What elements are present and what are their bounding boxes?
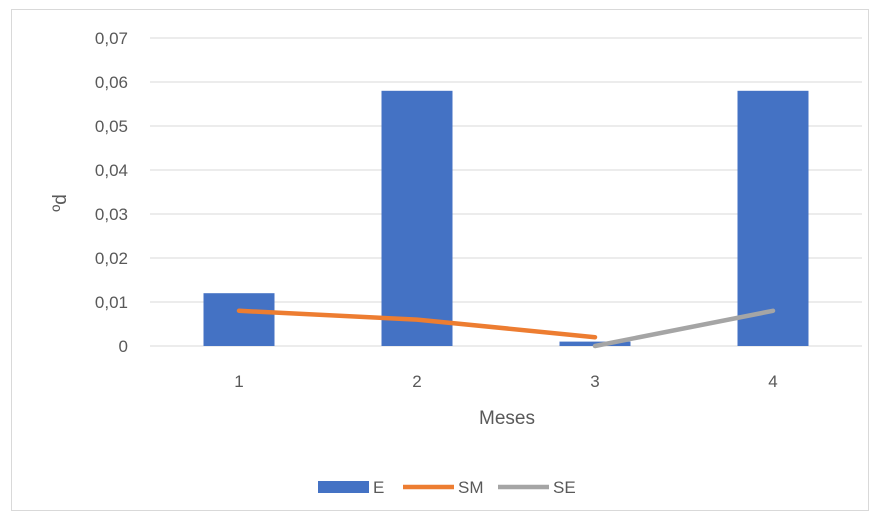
y-tick-label: 0,03	[95, 205, 128, 224]
y-tick-label: 0,07	[95, 29, 128, 48]
y-tick-label: 0,02	[95, 249, 128, 268]
x-tick-label: 2	[412, 372, 421, 391]
series-lines	[236, 308, 776, 349]
y-tick-label: 0,05	[95, 117, 128, 136]
bars	[203, 90, 809, 346]
bar	[737, 90, 809, 346]
y-tick-label: 0,01	[95, 293, 128, 312]
legend-label-sm: SM	[458, 478, 484, 497]
x-tick-label: 1	[234, 372, 243, 391]
legend: E SM SE	[318, 478, 576, 497]
bar	[203, 293, 275, 346]
y-axis-ticks: 0 0,01 0,02 0,03 0,04 0,05 0,06 0,07	[95, 29, 128, 356]
x-tick-label: 4	[768, 372, 777, 391]
bar	[381, 90, 453, 346]
x-axis-label: Meses	[479, 408, 535, 429]
legend-swatch-e	[318, 481, 369, 493]
series-line-se	[592, 308, 776, 349]
legend-label-se: SE	[553, 478, 576, 497]
x-axis-ticks: 1 2 3 4	[234, 372, 777, 391]
series-line-sm	[236, 308, 598, 340]
x-tick-label: 3	[590, 372, 599, 391]
y-tick-label: 0,06	[95, 73, 128, 92]
y-tick-label: 0	[119, 337, 128, 356]
y-axis-label: ºd	[50, 194, 71, 212]
y-tick-label: 0,04	[95, 161, 128, 180]
legend-label-e: E	[373, 478, 384, 497]
